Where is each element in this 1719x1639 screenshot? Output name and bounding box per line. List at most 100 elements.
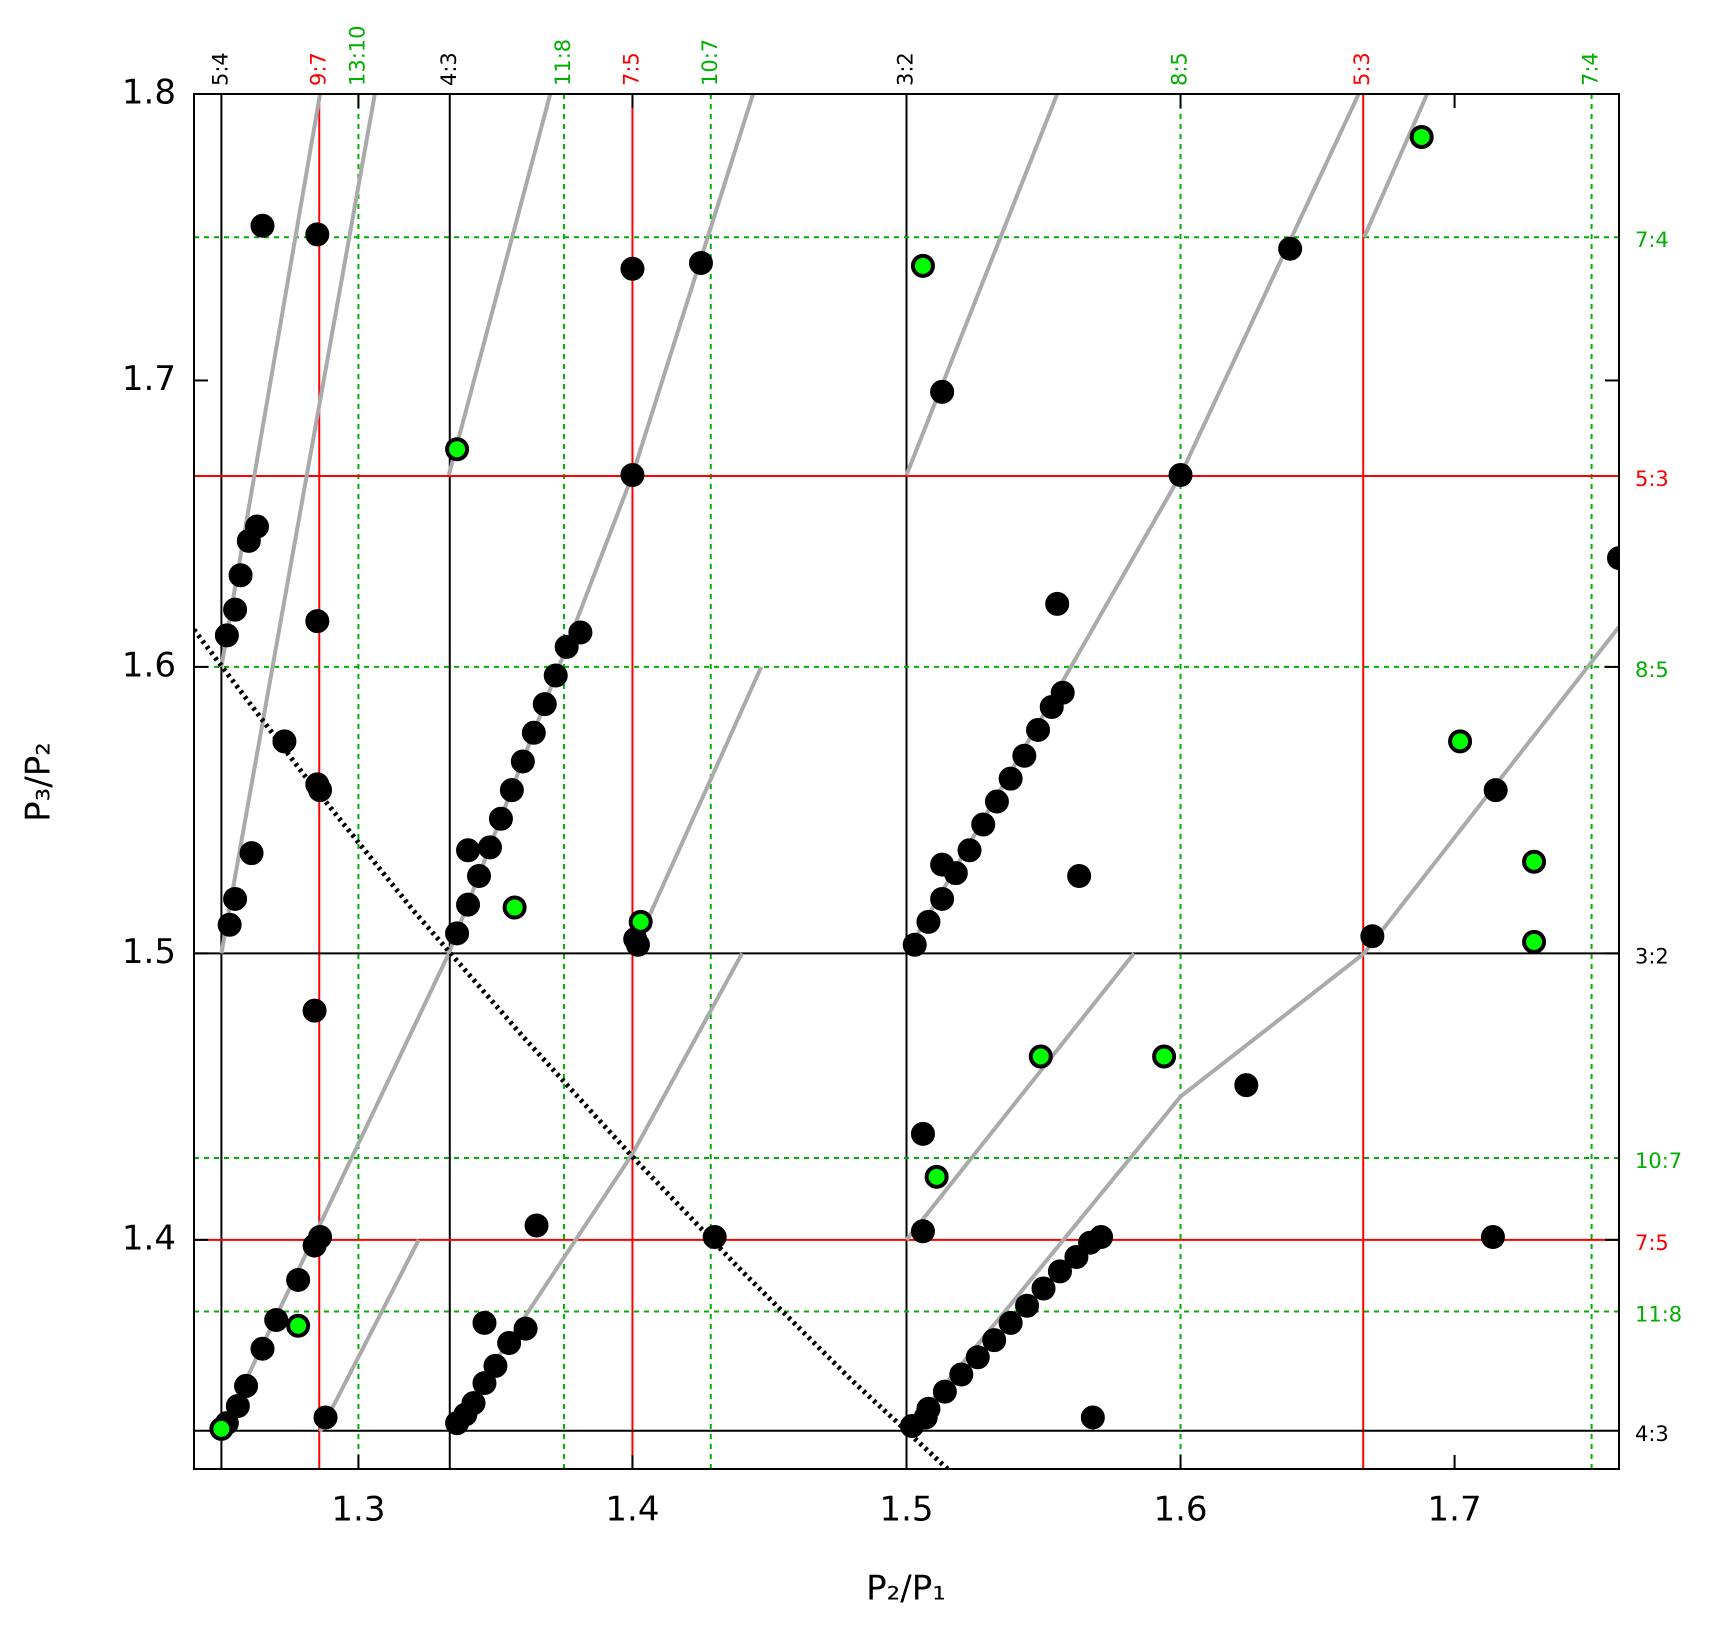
resonance-curve: [219, 94, 377, 954]
data-point: [305, 222, 330, 247]
data-point: [1089, 1224, 1114, 1249]
data-point: [502, 895, 527, 920]
data-point: [209, 1416, 234, 1441]
data-point: [924, 1164, 949, 1189]
data-point: [543, 663, 568, 688]
data-point: [532, 692, 557, 717]
data-point: [1278, 236, 1303, 261]
data-point: [1028, 1044, 1053, 1069]
data-point: [250, 213, 275, 238]
data-point: [620, 256, 645, 281]
data-point: [982, 1328, 1007, 1353]
data-point: [943, 861, 968, 886]
data-point: [1064, 1245, 1089, 1270]
data-point: [1360, 924, 1385, 949]
x-resonance-label: 9:7: [306, 52, 330, 86]
data-point: [1026, 717, 1051, 742]
x-resonance-label: 10:7: [698, 39, 722, 86]
plot: [194, 94, 1619, 1469]
y-resonance-label: 5:3: [1635, 467, 1669, 491]
data-point: [239, 841, 264, 866]
data-point: [1047, 1259, 1072, 1284]
data-point: [1152, 1044, 1177, 1069]
x-resonance-label: 8:5: [1168, 52, 1192, 86]
data-point: [286, 1313, 311, 1338]
data-point: [477, 835, 502, 860]
data-point: [625, 932, 650, 957]
data-point: [456, 892, 481, 917]
y-tick-label: 1.4: [122, 1218, 176, 1258]
data-point: [620, 462, 645, 487]
x-resonance-label: 7:4: [1579, 52, 1603, 86]
data-point: [217, 912, 242, 937]
x-tick-label: 1.5: [879, 1490, 933, 1530]
x-resonance-label: 4:3: [437, 52, 461, 86]
resonance-curve: [318, 1238, 421, 1433]
resonance-curve: [904, 625, 1619, 1434]
data-point: [467, 864, 491, 889]
data-point: [445, 437, 470, 462]
y-resonance-label: 10:7: [1635, 1149, 1682, 1173]
resonance-curve: [1362, 94, 1430, 239]
data-point: [472, 1310, 497, 1335]
data-point: [910, 1121, 935, 1146]
x-tick-label: 1.3: [331, 1490, 385, 1530]
y-resonance-label: 4:3: [1635, 1422, 1669, 1446]
x-resonance-label: 7:5: [619, 52, 643, 86]
data-point: [1522, 929, 1547, 954]
y-resonance-label: 11:8: [1635, 1302, 1682, 1326]
data-point: [1448, 729, 1473, 754]
x-tick-label: 1.7: [1428, 1490, 1482, 1530]
data-point: [971, 812, 996, 837]
data-point: [957, 838, 982, 863]
data-point: [1080, 1405, 1105, 1430]
data-point: [1015, 1293, 1040, 1318]
data-point: [702, 1224, 727, 1249]
x-resonance-label: 5:4: [208, 52, 232, 86]
data-point: [456, 838, 481, 863]
data-point: [286, 1267, 311, 1292]
x-tick-label: 1.4: [605, 1490, 659, 1530]
data-point: [949, 1362, 974, 1387]
data-point: [461, 1391, 486, 1416]
data-point: [302, 998, 327, 1023]
y-axis-label: P₃/P₂: [19, 742, 59, 822]
data-point: [1234, 1073, 1259, 1098]
x-resonance-label: 5:3: [1350, 52, 1374, 86]
data-point: [568, 620, 593, 645]
data-point: [524, 1213, 549, 1238]
data-point: [932, 1379, 957, 1404]
data-point: [965, 1345, 990, 1370]
data-point: [1168, 462, 1193, 487]
y-tick-label: 1.6: [122, 645, 176, 685]
data-point: [223, 886, 248, 911]
data-point: [1409, 124, 1434, 149]
data-point: [1607, 546, 1619, 571]
resonance-curve: [904, 94, 1060, 476]
resonance-curve: [904, 952, 1136, 1242]
data-point: [1483, 778, 1508, 803]
x-resonance-label: 3:2: [894, 52, 918, 86]
data-point: [308, 778, 333, 803]
y-resonance-label: 8:5: [1635, 658, 1669, 682]
x-resonance-label: 13:10: [345, 25, 369, 86]
data-point: [628, 909, 653, 934]
data-point: [1045, 591, 1070, 616]
data-point: [1522, 849, 1547, 874]
data-point: [313, 1405, 338, 1430]
data-point: [1480, 1224, 1505, 1249]
resonance-curve: [446, 94, 553, 476]
y-resonance-label: 7:4: [1635, 228, 1669, 252]
data-point: [1050, 680, 1075, 705]
data-point: [225, 1393, 250, 1418]
data-point: [305, 609, 330, 634]
data-point: [984, 789, 1009, 814]
data-point: [272, 729, 297, 754]
data-point: [998, 766, 1023, 791]
data-point: [554, 634, 579, 659]
y-resonance-label: 7:5: [1635, 1231, 1669, 1255]
data-point: [499, 778, 524, 803]
x-resonance-label: 11:8: [551, 39, 575, 86]
data-point: [250, 1336, 275, 1361]
data-point: [902, 932, 927, 957]
